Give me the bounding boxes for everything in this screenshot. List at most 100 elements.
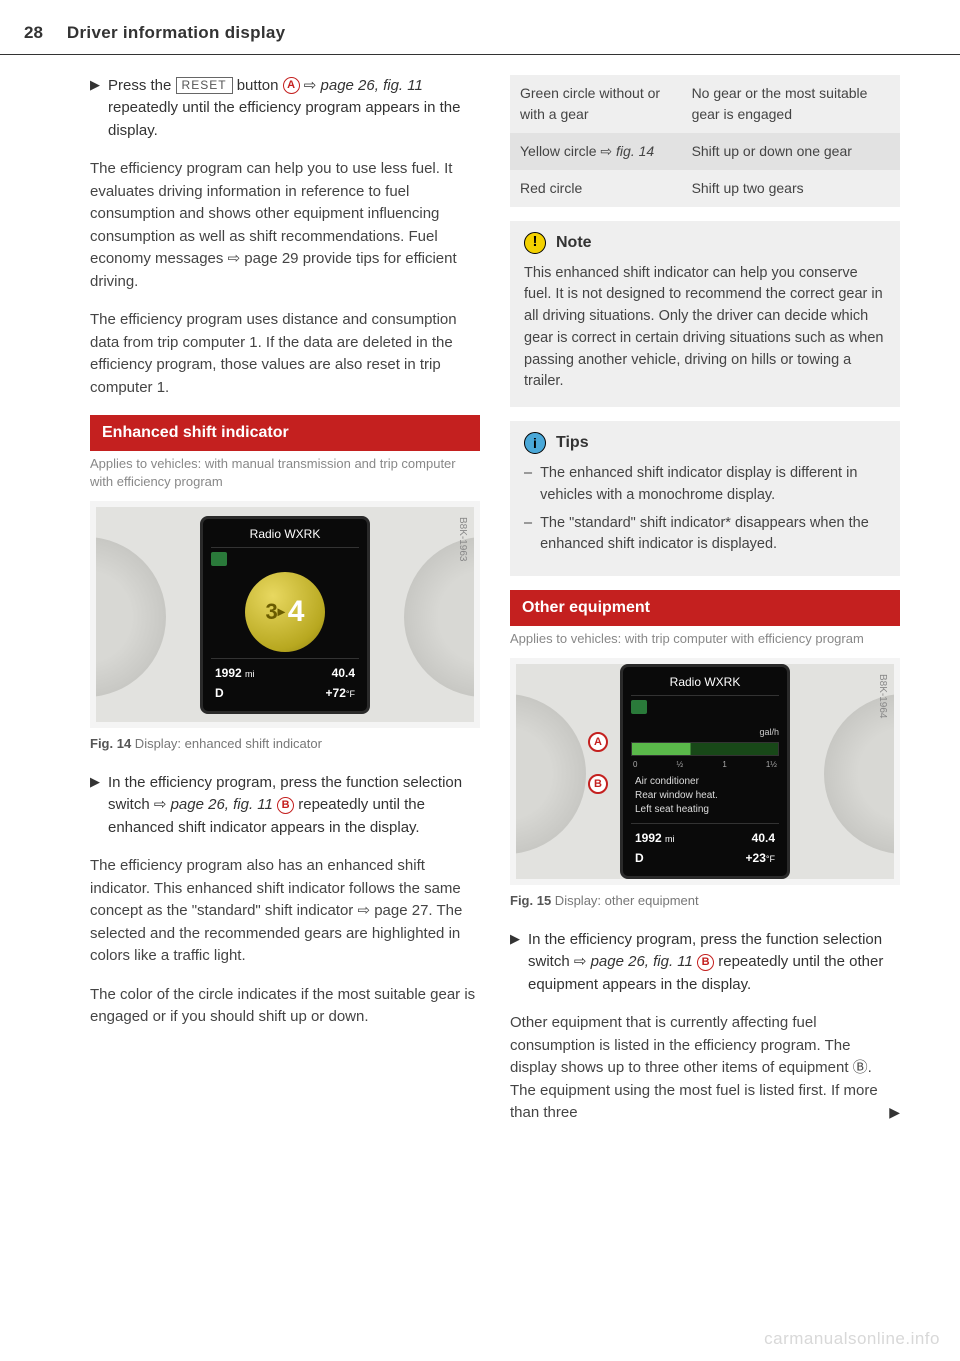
- list-item: The enhanced shift indicator display is …: [524, 463, 886, 507]
- section-header-enhanced-shift: Enhanced shift indicator: [90, 415, 480, 451]
- unit-label: gal/h: [631, 726, 779, 740]
- gear-to: 4: [288, 589, 305, 634]
- cell: Shift up or down one gear: [682, 133, 900, 170]
- watermark: carmanualsonline.info: [764, 1326, 940, 1352]
- note-title: Note: [556, 231, 592, 255]
- temp: +23: [746, 851, 766, 865]
- cell: Shift up two gears: [682, 170, 900, 207]
- left-column: ▶ Press the RESET button A ⇨ page 26, fi…: [90, 75, 480, 1141]
- equipment-list: Air conditioner Rear window heat. Left s…: [631, 775, 779, 817]
- tick: 1: [722, 759, 726, 771]
- drive-mode: D: [215, 684, 224, 702]
- paragraph: The color of the circle indicates if the…: [90, 984, 480, 1029]
- marker-b-icon: B: [697, 954, 714, 971]
- reset-button-label: RESET: [176, 77, 233, 95]
- tick: ½: [677, 759, 684, 771]
- text: The "standard" shift indicator* disappea…: [540, 513, 886, 557]
- image-code: B8K-1964: [875, 674, 890, 718]
- fuel-consumption-bar: [631, 742, 779, 756]
- value: 40.4: [752, 829, 775, 847]
- instruction-bullet-1: ▶ Press the RESET button A ⇨ page 26, fi…: [90, 75, 480, 143]
- figure-14: Radio WXRK 3 ▸ 4 1992 mi 40.4 D: [90, 501, 480, 728]
- text: The enhanced shift indicator display is …: [540, 463, 886, 507]
- odometer: 1992: [215, 666, 242, 680]
- warning-icon: !: [524, 232, 546, 254]
- value: 40.4: [332, 664, 355, 682]
- note-box: ! Note This enhanced shift indicator can…: [510, 221, 900, 408]
- radio-title: Radio WXRK: [631, 673, 779, 696]
- instruction-bullet-3: ▶ In the efficiency program, press the f…: [510, 929, 900, 997]
- bullet-arrow-icon: ▶: [90, 772, 100, 840]
- marker-a-icon: A: [588, 732, 608, 752]
- continue-arrow-icon: ▶: [889, 1102, 900, 1123]
- caption-text: Display: enhanced shift indicator: [131, 736, 322, 751]
- tips-title: Tips: [556, 431, 589, 455]
- gear-from: 3: [266, 595, 278, 628]
- figure-15: A B Radio WXRK gal/h 0 ½ 1 1½ Air condit…: [510, 658, 900, 885]
- image-code: B8K-1963: [455, 517, 470, 561]
- cell: Yellow circle ⇨ fig. 14: [510, 133, 682, 170]
- unit: °F: [766, 854, 775, 864]
- marker-a-icon: A: [283, 77, 300, 94]
- marker-b-icon: B: [277, 797, 294, 814]
- text: Press the: [108, 77, 176, 94]
- page-ref: page 26, fig. 11: [591, 953, 693, 970]
- tips-box: i Tips The enhanced shift indicator disp…: [510, 421, 900, 576]
- eco-leaf-icon: [211, 552, 227, 566]
- figure-image: Radio WXRK 3 ▸ 4 1992 mi 40.4 D: [96, 507, 474, 722]
- tick: 0: [633, 759, 637, 771]
- fig-ref: fig. 14: [616, 143, 654, 159]
- page-ref: page 26, fig. 11: [171, 796, 273, 813]
- bullet-arrow-icon: ▶: [90, 75, 100, 143]
- paragraph: Other equipment that is currently affect…: [510, 1012, 900, 1125]
- text: Yellow circle ⇨: [520, 143, 616, 159]
- cell: Green circle without or with a gear: [510, 75, 682, 133]
- list-item: The "standard" shift indicator* disappea…: [524, 513, 886, 557]
- display-bottom: 1992 mi 40.4 D +72°F: [211, 658, 359, 703]
- applies-to-text: Applies to vehicles: with trip computer …: [510, 630, 900, 648]
- drive-mode: D: [635, 849, 644, 867]
- content-columns: ▶ Press the RESET button A ⇨ page 26, fi…: [0, 75, 960, 1141]
- info-icon: i: [524, 432, 546, 454]
- marker-b-icon: B: [588, 774, 608, 794]
- text: Other equipment that is currently affect…: [510, 1014, 878, 1121]
- text: repeatedly until the efficiency program …: [108, 99, 460, 139]
- table-row: Green circle without or with a gear No g…: [510, 75, 900, 133]
- page-title: Driver information display: [67, 20, 285, 46]
- temp: +72: [326, 686, 346, 700]
- right-column: Green circle without or with a gear No g…: [510, 75, 900, 1141]
- applies-to-text: Applies to vehicles: with manual transmi…: [90, 455, 480, 491]
- shift-indicator-disc: 3 ▸ 4: [245, 572, 325, 652]
- paragraph: The efficiency program also has an enhan…: [90, 855, 480, 968]
- figure-image: A B Radio WXRK gal/h 0 ½ 1 1½ Air condit…: [516, 664, 894, 879]
- note-header: ! Note: [524, 231, 886, 255]
- list-item: Rear window heat.: [635, 789, 779, 803]
- cell: No gear or the most suitable gear is eng…: [682, 75, 900, 133]
- caption-label: Fig. 14: [90, 736, 131, 751]
- text: ⇨: [304, 77, 321, 94]
- tips-list: The enhanced shift indicator display is …: [524, 463, 886, 556]
- figure-caption: Fig. 15 Display: other equipment: [510, 891, 900, 911]
- radio-title: Radio WXRK: [211, 525, 359, 548]
- bullet-text: In the efficiency program, press the fun…: [108, 772, 480, 840]
- odometer: 1992: [635, 831, 662, 845]
- dis-display: Radio WXRK gal/h 0 ½ 1 1½ Air conditione…: [620, 664, 790, 879]
- caption-label: Fig. 15: [510, 893, 551, 908]
- gauge-dial-icon: [96, 537, 166, 697]
- list-item: Air conditioner: [635, 775, 779, 789]
- page-number: 28: [24, 20, 43, 46]
- display-bottom: 1992 mi 40.4 D +23°F: [631, 823, 779, 868]
- paragraph: The efficiency program uses distance and…: [90, 309, 480, 399]
- unit: mi: [665, 834, 675, 844]
- instruction-bullet-2: ▶ In the efficiency program, press the f…: [90, 772, 480, 840]
- table-row: Red circle Shift up two gears: [510, 170, 900, 207]
- text: button: [237, 77, 283, 94]
- note-body: This enhanced shift indicator can help y…: [524, 263, 886, 394]
- caption-text: Display: other equipment: [551, 893, 698, 908]
- fuel-scale: 0 ½ 1 1½: [631, 759, 779, 771]
- figure-caption: Fig. 14 Display: enhanced shift indicato…: [90, 734, 480, 754]
- table-row: Yellow circle ⇨ fig. 14 Shift up or down…: [510, 133, 900, 170]
- tips-header: i Tips: [524, 431, 886, 455]
- unit: mi: [245, 669, 255, 679]
- unit: °F: [346, 689, 355, 699]
